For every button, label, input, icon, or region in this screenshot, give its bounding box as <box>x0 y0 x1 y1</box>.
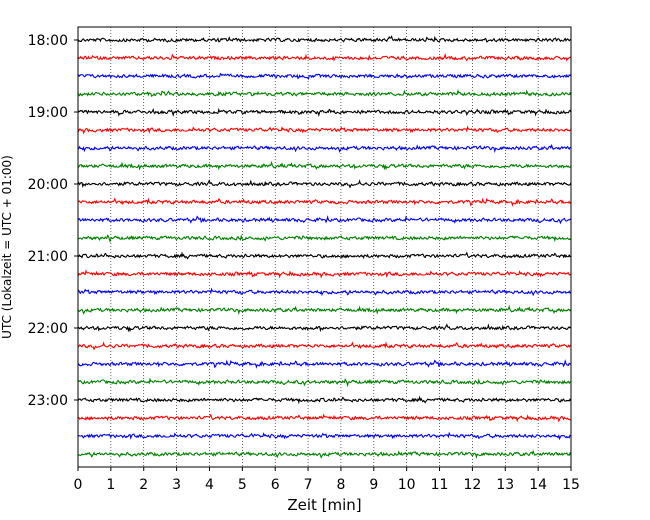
y-tick-label: 20:00 <box>28 177 68 193</box>
seismic-traces <box>77 35 572 460</box>
trace-21 <box>77 413 571 423</box>
x-tick-label: 2 <box>139 477 148 493</box>
x-tick-label: 13 <box>496 477 514 493</box>
trace-17 <box>77 341 572 351</box>
trace-6 <box>77 143 571 154</box>
trace-10 <box>77 215 572 225</box>
trace-1 <box>77 52 572 62</box>
trace-19 <box>77 377 571 388</box>
trace-11 <box>77 234 572 244</box>
trace-4 <box>77 107 572 118</box>
trace-5 <box>77 125 572 135</box>
trace-13 <box>77 269 572 279</box>
trace-18 <box>77 359 571 369</box>
x-tick-label: 0 <box>74 477 83 493</box>
x-tick-label: 6 <box>271 477 280 493</box>
y-tick-label: 23:00 <box>28 393 68 409</box>
trace-22 <box>77 431 572 441</box>
trace-12 <box>77 251 572 260</box>
trace-14 <box>77 287 572 297</box>
trace-9 <box>77 197 572 207</box>
y-axis-label: UTC (Lokalzeit = UTC + 01:00) <box>0 155 14 339</box>
x-tick-label: 8 <box>336 477 345 493</box>
trace-23 <box>77 449 572 460</box>
x-tick-label: 14 <box>529 477 547 493</box>
x-tick-label: 1 <box>106 477 115 493</box>
x-tick-label: 15 <box>562 477 580 493</box>
trace-3 <box>77 89 572 98</box>
trace-2 <box>77 72 572 81</box>
x-tick-label: 11 <box>431 477 449 493</box>
plot-frame <box>77 26 572 468</box>
trace-20 <box>77 395 572 405</box>
x-tick-label: 12 <box>463 477 481 493</box>
y-tick-label: 19:00 <box>28 105 68 121</box>
trace-7 <box>77 160 572 171</box>
y-tick-label: 21:00 <box>28 249 68 265</box>
x-tick-label: 3 <box>172 477 181 493</box>
x-tick-label: 9 <box>369 477 378 493</box>
x-tick-label: 10 <box>398 477 416 493</box>
x-tick-label: 4 <box>205 477 214 493</box>
grid-lines <box>110 27 539 467</box>
trace-16 <box>77 323 572 333</box>
y-axis-ticks: 18:00 19:00 20:00 21:00 22:00 23:00 <box>28 33 78 409</box>
trace-15 <box>77 304 572 316</box>
x-axis-ticks: 0 1 2 3 4 5 6 7 8 9 10 11 12 13 14 15 <box>74 467 580 493</box>
x-tick-label: 7 <box>304 477 313 493</box>
y-tick-label: 18:00 <box>28 33 68 49</box>
trace-8 <box>77 179 572 189</box>
trace-0 <box>77 35 572 43</box>
x-tick-label: 5 <box>238 477 247 493</box>
y-tick-label: 22:00 <box>28 321 68 337</box>
x-axis-label: Zeit [min] <box>287 496 361 514</box>
